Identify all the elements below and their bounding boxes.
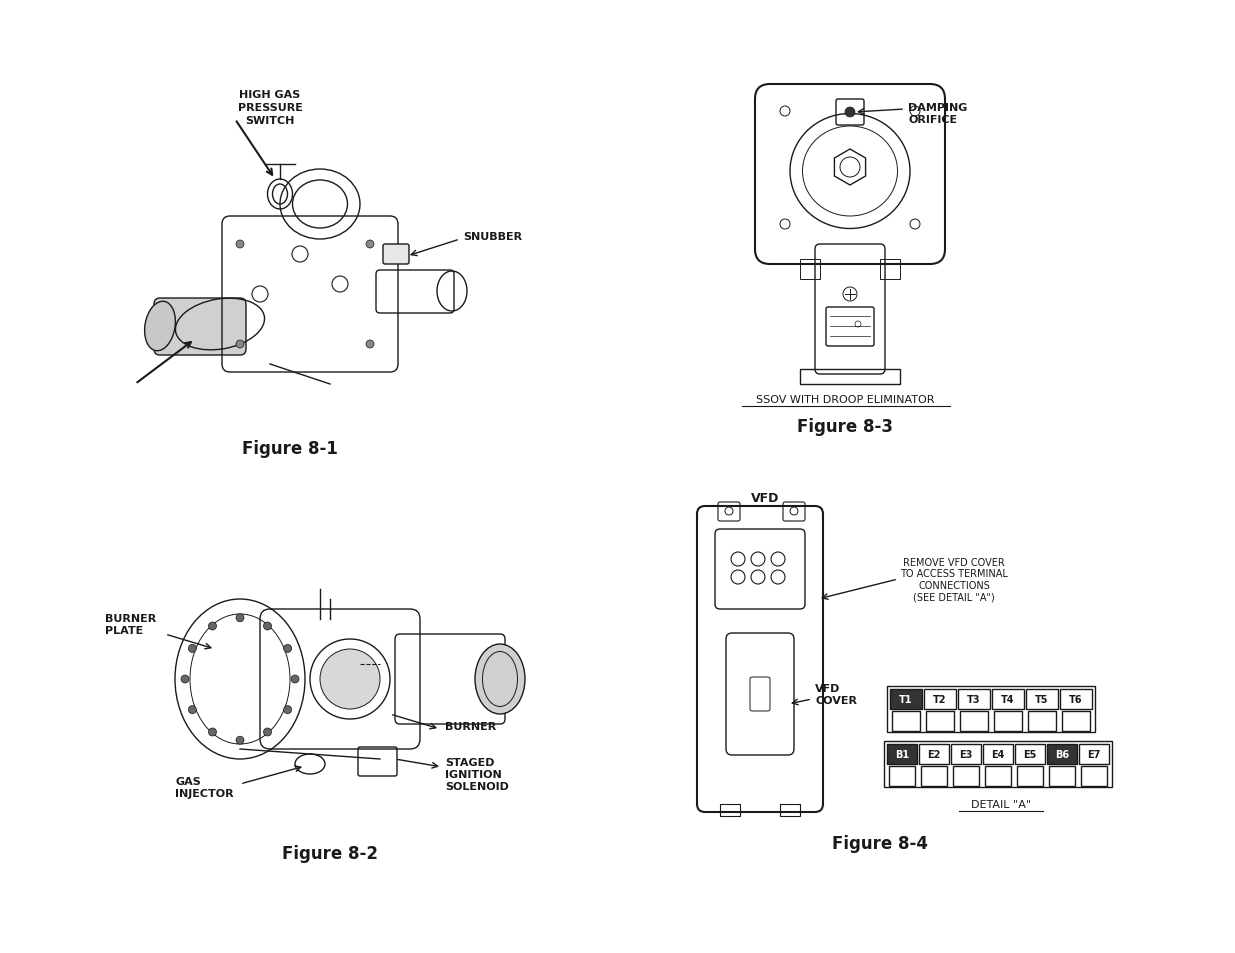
- Text: T5: T5: [1035, 695, 1049, 704]
- Text: BURNER: BURNER: [445, 721, 496, 731]
- Circle shape: [236, 241, 245, 249]
- Text: PRESSURE: PRESSURE: [237, 103, 303, 112]
- Bar: [951, 744, 981, 764]
- Text: E3: E3: [960, 749, 973, 760]
- Text: HIGH GAS: HIGH GAS: [240, 90, 300, 100]
- Bar: [800, 260, 820, 280]
- Bar: [958, 689, 990, 709]
- Bar: [983, 744, 1013, 764]
- Bar: [890, 689, 923, 709]
- Bar: [926, 711, 953, 731]
- Circle shape: [284, 645, 291, 653]
- Text: BURNER
PLATE: BURNER PLATE: [105, 614, 157, 635]
- Bar: [1016, 766, 1044, 786]
- Text: VFD
COVER: VFD COVER: [815, 683, 857, 705]
- Bar: [953, 766, 979, 786]
- Text: T3: T3: [967, 695, 981, 704]
- Text: T4: T4: [1002, 695, 1015, 704]
- Text: T1: T1: [899, 695, 913, 704]
- Text: REMOVE VFD COVER
TO ACCESS TERMINAL
CONNECTIONS
(SEE DETAIL "A"): REMOVE VFD COVER TO ACCESS TERMINAL CONN…: [900, 557, 1008, 601]
- Bar: [919, 744, 948, 764]
- Bar: [1062, 711, 1091, 731]
- Bar: [921, 766, 947, 786]
- Circle shape: [209, 622, 216, 630]
- Bar: [1026, 689, 1058, 709]
- Circle shape: [182, 676, 189, 683]
- Circle shape: [263, 622, 272, 630]
- Text: GAS
INJECTOR: GAS INJECTOR: [175, 777, 233, 798]
- Text: SSOV WITH DROOP ELIMINATOR: SSOV WITH DROOP ELIMINATOR: [756, 395, 934, 405]
- Ellipse shape: [144, 302, 175, 352]
- Bar: [884, 741, 1112, 787]
- Bar: [881, 260, 900, 280]
- Bar: [1047, 744, 1077, 764]
- Bar: [924, 689, 956, 709]
- Circle shape: [189, 645, 196, 653]
- Bar: [887, 744, 918, 764]
- Text: VFD: VFD: [751, 492, 779, 504]
- Text: E4: E4: [992, 749, 1005, 760]
- Circle shape: [236, 340, 245, 349]
- Bar: [800, 370, 900, 385]
- Bar: [1060, 689, 1092, 709]
- Text: E5: E5: [1024, 749, 1036, 760]
- Bar: [994, 711, 1023, 731]
- Circle shape: [189, 706, 196, 714]
- Circle shape: [845, 108, 855, 118]
- Circle shape: [209, 728, 216, 737]
- Bar: [1049, 766, 1074, 786]
- Text: SWITCH: SWITCH: [246, 116, 295, 126]
- Text: B1: B1: [895, 749, 909, 760]
- Ellipse shape: [475, 644, 525, 714]
- Text: Figure 8-3: Figure 8-3: [797, 417, 893, 436]
- Text: T6: T6: [1070, 695, 1083, 704]
- Circle shape: [263, 728, 272, 737]
- Bar: [892, 711, 920, 731]
- Bar: [720, 804, 740, 816]
- Bar: [992, 689, 1024, 709]
- Circle shape: [366, 340, 374, 349]
- Text: DAMPING
ORIFICE: DAMPING ORIFICE: [908, 103, 967, 125]
- Text: E2: E2: [927, 749, 941, 760]
- Text: Figure 8-1: Figure 8-1: [242, 439, 338, 457]
- Bar: [986, 766, 1011, 786]
- Text: E7: E7: [1087, 749, 1100, 760]
- Bar: [1015, 744, 1045, 764]
- FancyBboxPatch shape: [383, 245, 409, 265]
- Text: SNUBBER: SNUBBER: [463, 232, 522, 242]
- Text: Figure 8-2: Figure 8-2: [282, 844, 378, 862]
- Bar: [781, 804, 800, 816]
- Bar: [889, 766, 915, 786]
- Text: STAGED
IGNITION
SOLENOID: STAGED IGNITION SOLENOID: [445, 758, 509, 791]
- Ellipse shape: [320, 649, 380, 709]
- Bar: [960, 711, 988, 731]
- Circle shape: [284, 706, 291, 714]
- Bar: [1079, 744, 1109, 764]
- Bar: [1028, 711, 1056, 731]
- Circle shape: [236, 737, 245, 744]
- Circle shape: [236, 614, 245, 622]
- Text: B6: B6: [1055, 749, 1070, 760]
- Circle shape: [366, 241, 374, 249]
- Bar: [1081, 766, 1107, 786]
- Text: Figure 8-4: Figure 8-4: [832, 834, 927, 852]
- Circle shape: [291, 676, 299, 683]
- FancyBboxPatch shape: [154, 298, 246, 355]
- Bar: [887, 686, 1095, 732]
- Text: DETAIL "A": DETAIL "A": [971, 800, 1031, 809]
- Text: T2: T2: [934, 695, 947, 704]
